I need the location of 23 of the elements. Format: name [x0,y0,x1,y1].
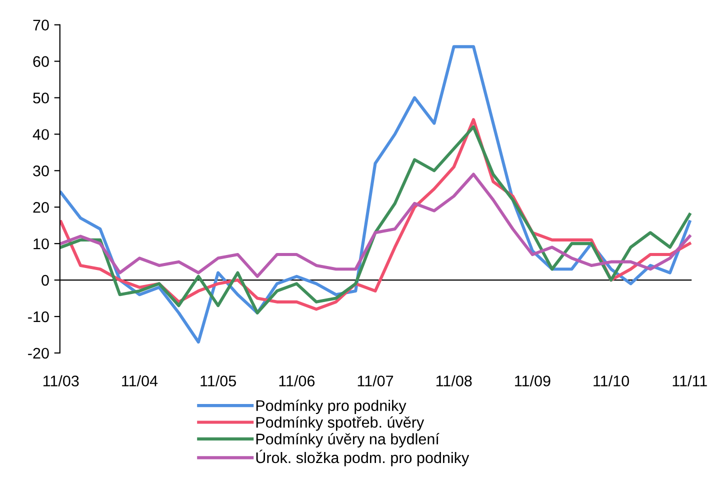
x-tick-label: 11/05 [200,375,236,386]
x-tick-label: 11/03 [43,375,79,386]
x-tick-label: 11/09 [515,375,550,386]
y-tick-label: 60 [33,56,49,67]
y-tick-label: 40 [32,129,49,140]
x-tick-label: 11/11 [672,375,707,386]
x-tick-label: 11/10 [594,375,630,386]
y-tick-label: 50 [33,92,49,104]
x-tick-label: 11/08 [436,375,472,386]
y-tick-label: 70 [33,20,49,30]
y-tick-label: -10 [28,311,49,322]
legend-label: Podmínky úvěry na bydlení [256,433,440,448]
legend-label: Podmínky spotřeb. úvěry [256,416,424,431]
x-tick-label: 11/07 [358,375,394,386]
legend-label: Úrok. složka podm. pro podniky [256,450,470,466]
x-tick-label: 11/06 [279,375,315,386]
y-tick-label: 0 [42,274,49,286]
y-tick-label: 10 [34,238,49,250]
y-tick-label: 20 [33,202,49,213]
y-tick-label: -20 [28,348,49,359]
y-tick-label: 30 [33,166,49,176]
legend-label: Podmínky pro podniky [256,400,406,414]
x-tick-label: 11/04 [122,375,158,386]
